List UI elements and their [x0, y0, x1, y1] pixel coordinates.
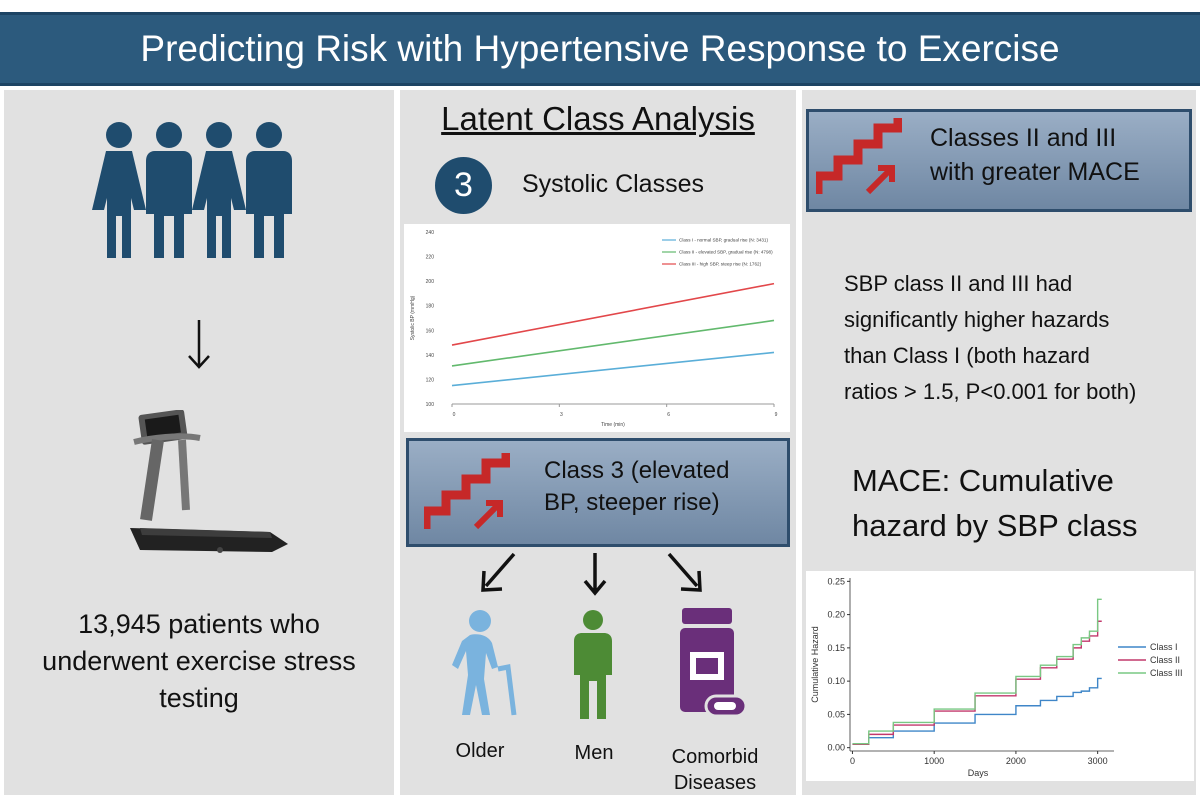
y-tick-label: 0.15 — [827, 643, 845, 653]
man-icon — [574, 610, 612, 719]
y-tick-label: 140 — [426, 353, 435, 359]
class-1-line — [451, 351, 775, 387]
y-tick-label: 200 — [426, 279, 435, 285]
hazard-class-3-line — [852, 598, 1102, 745]
caption-line: 13,945 patients who — [78, 609, 320, 639]
x-tick-label: 0 — [850, 756, 855, 766]
callout-line: with greater MACE — [930, 158, 1140, 186]
chart-heading-line: hazard by SBP class — [852, 508, 1138, 543]
title-banner — [0, 12, 1200, 86]
legend-entry: Class III - high SBP, steep rise (N: 176… — [679, 262, 762, 267]
legend-entry: Class I — [1150, 642, 1178, 652]
callout-line: BP, steeper rise) — [544, 489, 720, 516]
group-men: Men — [574, 742, 614, 764]
y-axis-title: Cumulative Hazard — [810, 626, 820, 703]
treadmill-icon — [130, 410, 288, 553]
systolic-class-chart: 100 120 140 160 180 200 220 240 0 3 6 9 Time (min) Sy… — [404, 224, 790, 432]
class-3-line — [451, 282, 775, 346]
latent-class-heading: Latent Class Analysis — [441, 100, 755, 137]
x-axis-title: Time (min) — [601, 422, 625, 428]
class3-callout-text: Class 3 (elevated BP, steeper rise) — [544, 455, 729, 519]
legend-entry: Class II - elevated SBP, gradual rise (N… — [679, 250, 773, 255]
legend-entry: Class II — [1150, 655, 1180, 665]
x-tick-label: 1000 — [924, 756, 944, 766]
y-tick-label: 220 — [426, 255, 435, 261]
group-comorbid-line: Diseases — [673, 772, 757, 794]
x-tick-label: 3000 — [1088, 756, 1108, 766]
population-caption: 13,945 patients who underwent exercise s… — [4, 606, 394, 717]
people-icon — [92, 122, 292, 258]
findings-line: ratios > 1.5, P<0.001 for both) — [844, 379, 1137, 404]
y-tick-label: 0.05 — [827, 709, 845, 719]
older-person-icon — [452, 610, 517, 716]
medication-bottle-icon — [680, 608, 748, 718]
x-tick-label: 3 — [560, 412, 563, 418]
y-tick-label: 0.20 — [827, 610, 845, 620]
caption-line: underwent exercise stress — [42, 646, 356, 676]
arrow-down-icon — [583, 553, 607, 596]
arrow-down-left-icon — [481, 552, 516, 592]
chart-heading-line: MACE: Cumulative — [852, 463, 1114, 498]
x-tick-label: 9 — [775, 412, 778, 418]
x-tick-label: 6 — [667, 412, 670, 418]
stairs-up-icon — [816, 118, 902, 195]
class-2-line — [451, 319, 775, 367]
y-tick-label: 0.25 — [827, 576, 845, 586]
legend-entry: Class III — [1150, 668, 1183, 678]
group-comorbid-line: Comorbid — [671, 746, 759, 768]
y-tick-label: 120 — [426, 377, 435, 383]
findings-line: significantly higher hazards — [844, 307, 1110, 332]
callout-line: Classes II and III — [930, 124, 1117, 152]
x-tick-label: 2000 — [1006, 756, 1026, 766]
caption-line: testing — [159, 683, 239, 713]
y-tick-label: 0.10 — [827, 676, 845, 686]
callout-line: Class 3 (elevated — [544, 457, 730, 484]
arrow-down-icon — [188, 320, 210, 369]
y-tick-label: 160 — [426, 328, 435, 334]
mace-callout-text: Classes II and III with greater MACE — [930, 121, 1140, 189]
group-comorbid: Comorbid Diseases — [650, 744, 780, 796]
x-tick-label: 0 — [453, 412, 456, 418]
mace-chart-heading: MACE: Cumulative hazard by SBP class — [852, 458, 1192, 548]
class-count-badge: 3 — [435, 157, 492, 214]
group-older: Older — [455, 740, 505, 762]
y-axis-title: Systolic BP (mmHg) — [410, 295, 416, 340]
y-tick-label: 0.00 — [827, 743, 845, 753]
y-tick-label: 180 — [426, 304, 435, 310]
cumulative-hazard-chart: 0.00 0.05 0.10 0.15 0.20 0.25 0 1000 2000 3000 Day… — [806, 571, 1194, 781]
y-tick-label: 240 — [426, 230, 435, 236]
legend-entry: Class I - normal SBP, gradual rise (N: 3… — [679, 238, 768, 243]
x-axis-title: Days — [968, 768, 989, 778]
page-title: Predicting Risk with Hypertensive Respon… — [140, 28, 1060, 69]
arrow-down-right-icon — [667, 552, 702, 592]
hazard-class-2-line — [852, 620, 1102, 746]
stairs-up-icon — [424, 453, 510, 530]
mace-callout — [806, 109, 1192, 212]
systolic-classes-label: Systolic Classes — [522, 170, 704, 198]
y-tick-label: 100 — [426, 402, 435, 408]
findings-line: SBP class II and III had — [844, 271, 1073, 296]
hazard-findings: SBP class II and III had significantly h… — [844, 266, 1194, 410]
findings-line: than Class I (both hazard — [844, 343, 1090, 368]
